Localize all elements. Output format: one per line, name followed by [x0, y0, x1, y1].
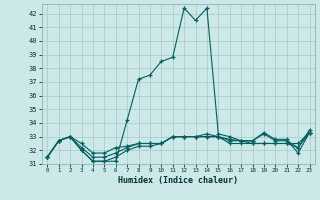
X-axis label: Humidex (Indice chaleur): Humidex (Indice chaleur): [118, 176, 238, 185]
